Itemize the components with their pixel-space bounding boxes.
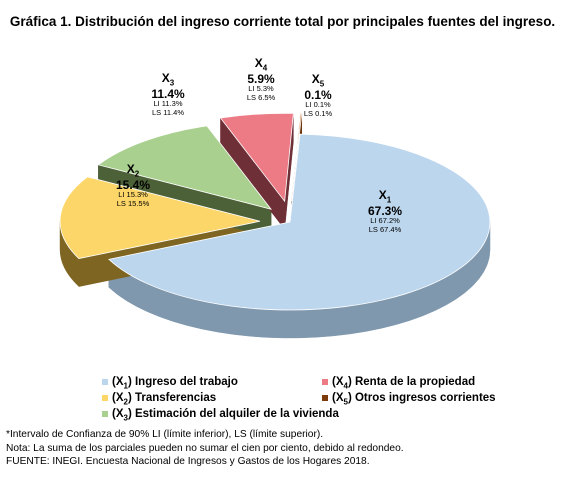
chart-title: Gráfica 1. Distribución del ingreso corr…	[9, 14, 556, 29]
slice-label-x5: X5 0.1% LI 0.1% LS 0.1%	[291, 73, 345, 119]
note-rounding: Nota: La suma de los parciales pueden no…	[6, 442, 404, 454]
slice-x3	[97, 125, 273, 210]
legend-swatch-x3	[102, 410, 108, 417]
note-confidence-interval: *Intervalo de Confianza de 90% LI (límit…	[6, 429, 324, 440]
legend-swatch-x5	[322, 394, 328, 401]
slice-label-x1: X1 67.3% LI 67.2% LS 67.4%	[345, 189, 425, 235]
note-source: FUENTE: INEGI. Encuesta Nacional de Ingr…	[6, 456, 370, 467]
slice-label-x4: X4 5.9% LI 5.3% LS 6.5%	[226, 57, 296, 103]
slice-label-x3: X3 11.4% LI 11.3% LS 11.4%	[133, 72, 203, 118]
slice-x1	[108, 133, 491, 311]
slice-value-x5: 0.1%	[304, 87, 332, 102]
slice-label-x2: X2 15.4% LI 15.3% LS 15.5%	[98, 163, 168, 209]
legend-swatch-x4	[322, 378, 328, 385]
legend-item-x4: (X4) Renta de la propiedad	[322, 376, 475, 390]
legend-item-x3: (X3) Estimación del alquiler de la vivie…	[102, 408, 339, 422]
slice-x5	[291, 112, 303, 202]
slice-value-x4: 5.9%	[247, 71, 275, 86]
legend-item-x2: (X2) Transferencias	[102, 392, 216, 406]
slice-x4	[219, 112, 294, 203]
slice-value-x1: 67.3%	[367, 203, 403, 218]
legend-item-x1: (X1) Ingreso del trabajo	[102, 376, 238, 390]
slice-x2	[59, 176, 261, 260]
chart-notes: *Intervalo de Confianza de 90% LI (límit…	[6, 428, 404, 469]
legend-swatch-x2	[102, 394, 108, 401]
legend-swatch-x1	[102, 378, 108, 385]
slice-value-x3: 11.4%	[151, 86, 185, 101]
slice-value-x2: 15.4%	[115, 177, 151, 192]
legend-item-x5: (X5) Otros ingresos corrientes	[322, 392, 496, 406]
